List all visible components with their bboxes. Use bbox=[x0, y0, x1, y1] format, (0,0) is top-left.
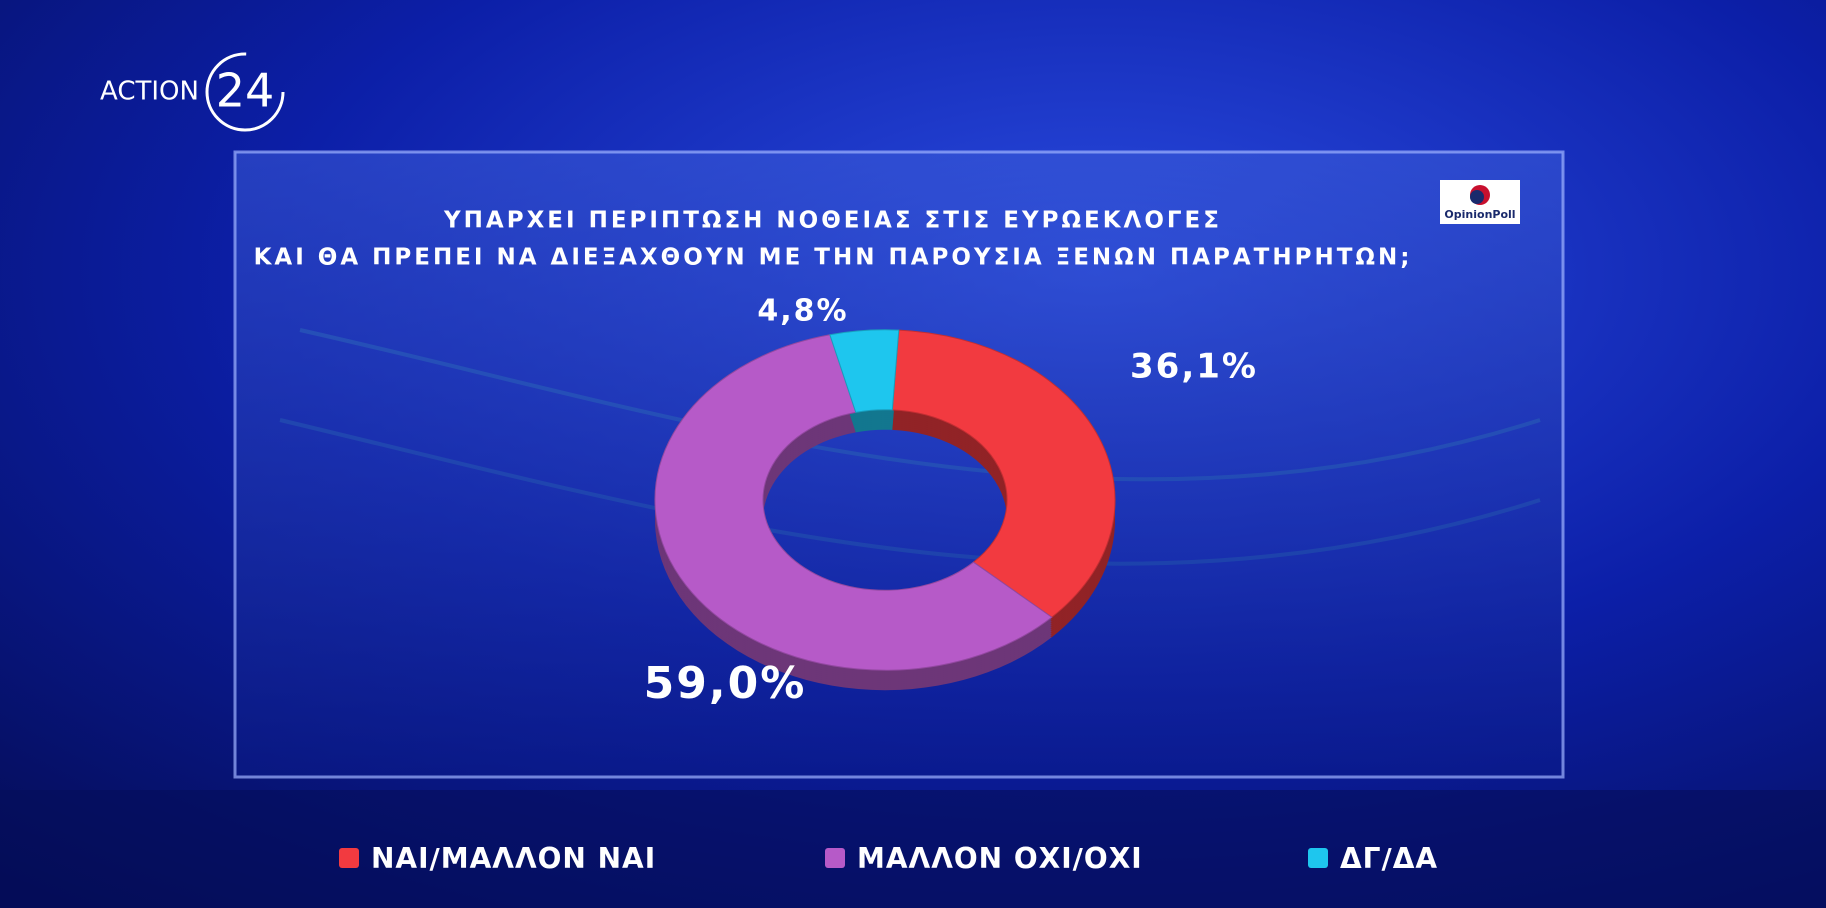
chart-title: ΥΠΑΡΧΕΙ ΠΕΡΙΠΤΩΣΗ ΝΟΘΕΙΑΣ ΣΤΙΣ ΕΥΡΩΕΚΛΟΓ… bbox=[443, 208, 1222, 234]
pollster-name: OpinionPoll bbox=[1444, 208, 1515, 221]
chart-title: ΚΑΙ ΘΑ ΠΡΕΠΕΙ ΝΑ ΔΙΕΞΑΧΘΟΥΝ ΜΕ ΤΗΝ ΠΑΡΟΥ… bbox=[254, 245, 1413, 271]
wedge bbox=[829, 329, 900, 413]
pollster-icon bbox=[1470, 190, 1484, 204]
channel-number: 24 bbox=[216, 64, 275, 118]
channel-logo-ring bbox=[205, 52, 285, 132]
legend-label: ΝΑΙ/ΜΑΛΛΟΝ ΝΑΙ bbox=[371, 842, 656, 875]
wedge bbox=[891, 329, 1116, 618]
legend-swatch bbox=[1308, 848, 1328, 868]
legend-band bbox=[0, 790, 1826, 908]
wedge bbox=[654, 334, 1053, 671]
legend-swatch bbox=[339, 848, 359, 868]
value-label: 4,8% bbox=[757, 294, 848, 329]
value-label: 59,0% bbox=[644, 658, 807, 709]
legend-swatch bbox=[825, 848, 845, 868]
legend-label: ΔΓ/ΔΑ bbox=[1340, 842, 1438, 875]
legend-label: ΜΑΛΛΟΝ ΟΧΙ/ΟΧΙ bbox=[857, 842, 1143, 875]
channel-logo: ACTION bbox=[100, 77, 199, 107]
value-label: 36,1% bbox=[1130, 347, 1258, 387]
